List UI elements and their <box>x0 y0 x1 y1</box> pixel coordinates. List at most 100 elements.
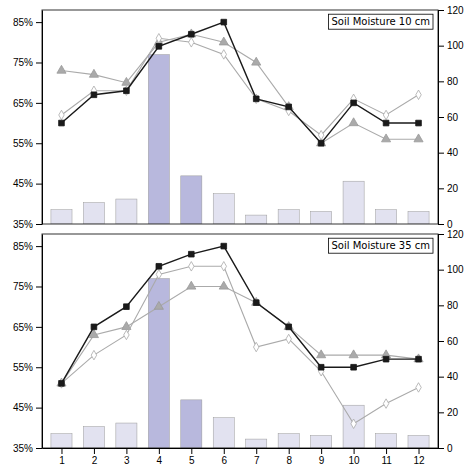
tick-label: 80 <box>447 76 459 87</box>
marker <box>349 350 358 358</box>
y-axis: 35%45%55%65%75%85% <box>13 235 43 454</box>
marker <box>349 118 358 126</box>
tick: 9 <box>319 448 325 466</box>
tick: 8 <box>286 448 292 466</box>
tick-label: 120 <box>447 5 464 16</box>
tick: 10 <box>349 448 361 466</box>
line <box>61 38 418 135</box>
tick: 60 <box>438 336 459 347</box>
tick-label: 1 <box>59 455 65 466</box>
bar <box>376 434 397 448</box>
marker <box>318 130 323 139</box>
bar <box>408 436 429 448</box>
tick-mark <box>36 286 42 287</box>
tick-mark <box>438 46 444 47</box>
bar <box>148 279 169 448</box>
tick-label: 5 <box>189 455 195 466</box>
axis-line <box>42 11 43 225</box>
marker <box>59 381 65 387</box>
marker <box>253 96 259 102</box>
tick: 55% <box>13 362 42 373</box>
tick-mark <box>36 184 42 185</box>
tick-label: 6 <box>221 455 227 466</box>
tick-label: 10 <box>349 455 361 466</box>
tick-label: 35% <box>13 219 33 230</box>
tick-mark <box>36 246 42 247</box>
marker <box>124 304 130 310</box>
tick: 3 <box>124 448 130 466</box>
tick-mark <box>159 448 160 454</box>
marker <box>416 383 421 392</box>
tick-label: 20 <box>447 407 459 418</box>
marker <box>286 104 292 110</box>
plot-frame <box>42 234 438 448</box>
axis-line <box>43 448 439 449</box>
tick-mark <box>36 22 42 23</box>
marker <box>252 297 261 305</box>
marker <box>286 324 292 330</box>
marker <box>188 31 194 37</box>
tick-mark <box>438 81 444 82</box>
tick: 45% <box>13 402 42 413</box>
tick: 100 <box>438 264 464 275</box>
marker <box>156 263 162 269</box>
marker <box>124 88 130 94</box>
tick-mark <box>224 448 225 454</box>
line-series <box>59 262 422 429</box>
marker <box>253 342 258 351</box>
tick: 85% <box>13 17 42 28</box>
tick: 120 <box>438 5 464 16</box>
tick: 100 <box>438 40 464 51</box>
tick-label: 55% <box>13 362 33 373</box>
bar <box>83 427 104 448</box>
tick-mark <box>386 448 387 454</box>
tick-mark <box>289 448 290 454</box>
tick-label: 80 <box>447 300 459 311</box>
tick-mark <box>438 270 444 271</box>
tick-label: 4 <box>157 455 163 466</box>
title-frame <box>328 14 433 29</box>
marker <box>351 364 357 370</box>
tick-mark <box>438 10 444 11</box>
y2-axis: 020406080100120 <box>438 229 464 454</box>
bar <box>116 423 137 448</box>
tick-mark <box>354 448 355 454</box>
bar <box>213 194 234 224</box>
marker <box>221 19 227 25</box>
tick-label: 75% <box>13 57 33 68</box>
tick-label: 85% <box>13 17 33 28</box>
marker <box>91 350 96 359</box>
marker <box>156 34 161 43</box>
marker <box>219 281 228 289</box>
marker <box>91 92 97 98</box>
marker <box>189 262 194 271</box>
panel: 35%45%55%65%75%85%020406080100120Soil Mo… <box>13 5 464 230</box>
bar <box>246 215 267 224</box>
marker <box>221 50 226 59</box>
tick-label: 45% <box>13 178 33 189</box>
tick: 0 <box>438 443 453 454</box>
tick: 35% <box>13 443 42 454</box>
bar <box>278 434 299 448</box>
tick-label: 75% <box>13 281 33 292</box>
marker <box>414 354 423 362</box>
tick-mark <box>36 367 42 368</box>
tick: 40 <box>438 371 459 382</box>
bar <box>278 210 299 224</box>
marker <box>318 140 324 146</box>
tick-mark <box>256 448 257 454</box>
marker <box>284 322 293 330</box>
marker <box>351 419 356 428</box>
bar <box>83 203 104 224</box>
tick: 55% <box>13 138 42 149</box>
tick-mark <box>191 448 192 454</box>
tick-label: 100 <box>447 40 464 51</box>
tick: 4 <box>157 448 163 466</box>
tick-label: 11 <box>381 455 392 466</box>
tick-mark <box>438 341 444 342</box>
marker <box>122 77 131 85</box>
tick-mark <box>438 412 444 413</box>
tick-label: 0 <box>447 443 453 454</box>
bar <box>181 400 202 448</box>
bar <box>116 199 137 224</box>
